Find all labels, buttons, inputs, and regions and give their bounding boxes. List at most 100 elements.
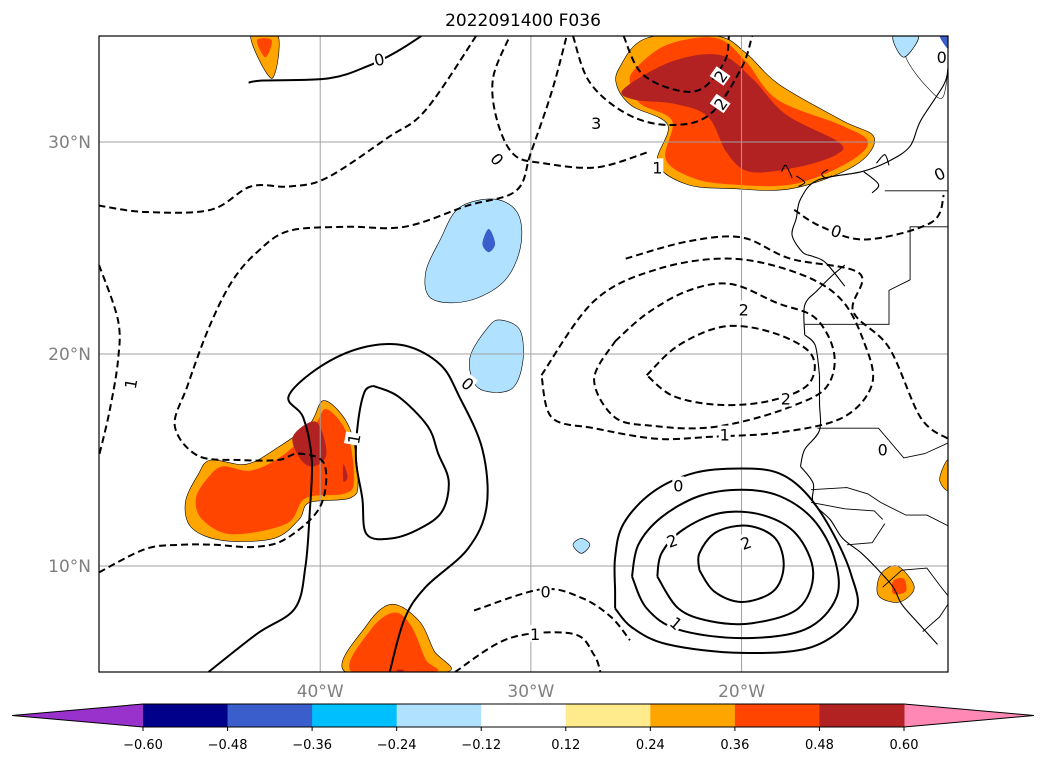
longitude-tick-labels: 40°W 30°W 20°W — [297, 682, 765, 702]
colorbar-tick-label: 0.24 — [636, 738, 665, 753]
negative-contour — [593, 282, 836, 430]
negative-contour — [625, 235, 948, 440]
coastline — [795, 175, 806, 187]
contour-label: 2 — [663, 530, 681, 552]
contour-label: 2 — [737, 300, 750, 320]
contour-label-text: 0 — [878, 440, 888, 459]
shaded-region — [939, 36, 948, 49]
colorbar: −0.60 −0.48 −0.36 −0.24 −0.12 0.12 0.24 0.36 0.4… — [11, 703, 1035, 753]
shaded-region — [349, 612, 439, 672]
colorbar-segment — [565, 704, 651, 727]
colorbar-tick-label: 0.12 — [551, 738, 580, 753]
contour-label-bg — [663, 530, 681, 551]
shaded-region — [482, 228, 496, 253]
shaded-region — [469, 319, 524, 393]
contour-label-bg — [779, 389, 792, 407]
colorbar-tick-label: −0.60 — [123, 738, 163, 753]
contour-label-bg — [343, 431, 363, 447]
positive-contour — [656, 510, 815, 626]
colorbar-tick-label: 0.36 — [720, 738, 749, 753]
negative-contour — [99, 36, 568, 574]
contour-label: 0 — [539, 582, 552, 601]
shaded-region — [256, 38, 272, 58]
colorbar-segment — [819, 704, 905, 727]
colorbar-segment — [650, 704, 736, 727]
contour-label-bg — [590, 113, 603, 131]
shaded-region-outline — [572, 538, 591, 554]
latitude-tick-label: 20°N — [48, 345, 91, 365]
latitude-tick-label: 10°N — [48, 557, 91, 577]
colorbar-tick-label: −0.12 — [461, 738, 501, 753]
country-border — [811, 501, 884, 520]
contour-label-bg — [930, 163, 948, 184]
contour-label-bg — [709, 66, 731, 86]
colorbar-segment — [734, 704, 820, 727]
latitude-tick-labels: 10°N 20°N 30°N — [48, 133, 91, 577]
contour-label-bg — [651, 158, 664, 176]
contour-label-bg — [709, 93, 731, 114]
country-border — [811, 487, 948, 527]
contour-label-bg — [935, 48, 948, 66]
negative-contour — [572, 36, 754, 127]
contour-label: 0 — [935, 48, 948, 67]
contour-lines — [99, 36, 948, 672]
contour-label: 3 — [590, 113, 603, 133]
negative-contour — [473, 587, 631, 641]
negative-contour — [491, 36, 647, 169]
contour-label-bg — [666, 612, 687, 634]
contour-label-text: 2 — [739, 301, 749, 320]
country-border — [804, 226, 948, 325]
negative-contour — [793, 194, 945, 241]
contour-label-text: 1 — [720, 426, 730, 445]
contour-label: 2 — [779, 389, 792, 409]
colorbar-tick-label: −0.36 — [292, 738, 332, 753]
contour-label: 1 — [718, 425, 731, 445]
contour-label-bg — [529, 624, 542, 642]
longitude-tick-label: 20°W — [718, 682, 765, 702]
shaded-region — [424, 199, 522, 303]
positive-contour — [207, 343, 489, 672]
contour-label: 1 — [651, 158, 664, 177]
contour-label-bg — [737, 532, 755, 553]
longitude-tick-label: 30°W — [507, 682, 554, 702]
negative-contour — [99, 36, 477, 214]
longitude-tick-label: 40°W — [297, 682, 344, 702]
shaded-region-outline — [341, 603, 452, 672]
negative-contour — [646, 324, 816, 407]
colorbar-segment — [396, 704, 482, 727]
positive-contour — [697, 524, 785, 604]
country-border — [817, 427, 948, 459]
shaded-region-outline — [939, 459, 948, 491]
contour-label-text: 3 — [591, 114, 601, 133]
contour-label-text: 2 — [781, 390, 791, 409]
contour-label-bg — [876, 440, 889, 458]
shaded-region — [573, 538, 590, 554]
contour-label: 0 — [827, 220, 846, 242]
negative-contour — [622, 36, 730, 93]
contour-label: 0 — [371, 49, 387, 70]
contour-label: 0 — [876, 440, 889, 459]
contour-label-bg — [672, 476, 685, 494]
coastline — [804, 334, 821, 376]
colorbar-tick-label: 0.60 — [890, 738, 919, 753]
shaded-region-outline — [250, 36, 280, 79]
contour-label-bg — [539, 582, 552, 600]
latitude-tick-label: 30°N — [48, 133, 91, 153]
positive-contour — [248, 36, 422, 84]
positive-contour — [613, 467, 859, 655]
contour-label-bg — [457, 372, 479, 394]
contour-label-text: 0 — [937, 48, 947, 67]
shaded-region — [621, 54, 844, 173]
contour-label-bg — [371, 49, 387, 69]
contour-label-text: 0 — [372, 49, 386, 70]
coastline — [803, 264, 846, 335]
coastline — [791, 67, 948, 287]
chart-title: 2022091400 F036 — [445, 11, 601, 31]
country-border — [846, 523, 886, 546]
contour-label: 1 — [529, 624, 542, 644]
positive-contour — [354, 384, 450, 541]
coastline — [821, 169, 833, 179]
colorbar-segment — [227, 704, 313, 727]
